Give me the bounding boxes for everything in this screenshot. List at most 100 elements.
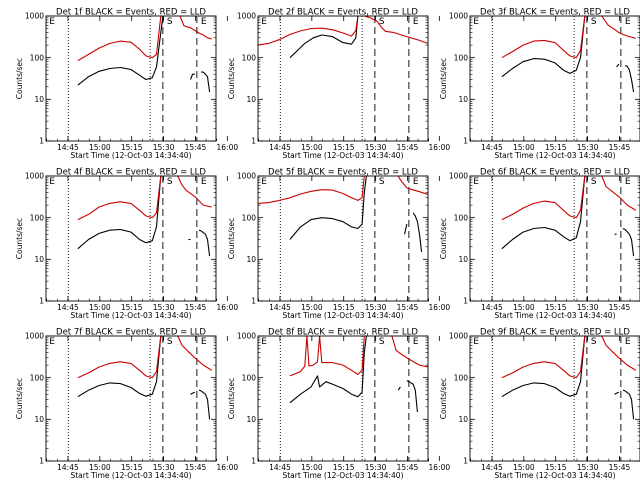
interval-marker-e: E <box>473 337 479 347</box>
lld-line <box>364 16 428 44</box>
plot-frame <box>45 335 217 462</box>
y-tick-label: 1000 <box>25 12 44 21</box>
interval-marker-s: S <box>379 337 385 347</box>
y-tick-label: 1 <box>463 137 468 146</box>
series-group <box>501 336 637 420</box>
events-line <box>404 223 408 235</box>
chart-panel-det-4f: Det 4f BLACK = Events, RED = LLD 1 10 100 10… <box>15 168 238 321</box>
y-tick-label: 100 <box>454 373 469 382</box>
panel-title: Det 3f BLACK = Events, RED = LLD <box>480 8 630 18</box>
plot-frame <box>469 15 640 142</box>
lld-line <box>501 336 586 379</box>
panel-title: Det 6f BLACK = Events, RED = LLD <box>480 168 630 178</box>
y-tick-label: 10 <box>246 415 256 424</box>
series-group <box>77 176 212 257</box>
chart-panel-det-5f: Det 5f BLACK = Events, RED = LLD 1 10 100 10… <box>227 168 450 321</box>
series-group <box>258 176 428 253</box>
interval-marker-e: E <box>261 177 267 187</box>
x-tick-label: 15:30 <box>577 143 599 152</box>
interval-marker-e: E <box>473 177 479 187</box>
chart-panel-det-6f: Det 6f BLACK = Events, RED = LLD 1 10 100 10… <box>439 168 640 320</box>
x-tick-label: 14:45 <box>481 303 503 312</box>
y-tick-label: 1000 <box>449 172 468 181</box>
plot-frame <box>257 335 429 462</box>
x-tick-label: 15:30 <box>153 303 175 312</box>
x-tick-label: 14:45 <box>481 143 503 152</box>
y-axis-label: Counts/sec <box>227 218 236 259</box>
events-line <box>501 176 586 250</box>
interval-marker-e: E <box>201 177 207 187</box>
y-tick-label: 100 <box>242 53 257 62</box>
events-line <box>397 386 401 391</box>
events-line <box>501 336 586 398</box>
interval-marker-s: S <box>591 17 597 27</box>
plot-frame <box>45 15 217 142</box>
x-tick-label: 16:00 <box>429 143 451 152</box>
x-tick-label: 14:45 <box>57 143 79 152</box>
y-tick-label: 1000 <box>237 172 256 181</box>
lld-line <box>289 336 365 377</box>
x-tick-label: 15:30 <box>153 143 175 152</box>
y-tick-label: 10 <box>246 255 256 264</box>
plot-frame <box>257 175 429 302</box>
x-tick-label: 15:15 <box>545 463 567 472</box>
y-tick-label: 10 <box>458 415 468 424</box>
x-tick-label: 15:45 <box>397 303 419 312</box>
x-axis-label: Start Time (12-Oct-03 14:34:40) <box>282 471 403 480</box>
x-tick-label: 15:00 <box>89 143 111 152</box>
plot-frame <box>469 335 640 462</box>
x-tick-label: 15:15 <box>333 143 355 152</box>
x-axis-label: Start Time (12-Oct-03 14:34:40) <box>494 151 615 160</box>
x-tick-label: 14:45 <box>269 303 291 312</box>
events-line <box>614 391 620 395</box>
events-line <box>616 63 620 68</box>
lld-line <box>601 336 637 371</box>
y-tick-label: 1 <box>251 457 256 466</box>
x-tick-label: 15:00 <box>301 463 323 472</box>
plot-frame <box>45 175 217 302</box>
lld-line <box>501 176 586 221</box>
y-tick-label: 10 <box>246 95 256 104</box>
panel-title: Det 1f BLACK = Events, RED = LLD <box>56 8 206 18</box>
y-tick-label: 1000 <box>237 12 256 21</box>
y-tick-label: 100 <box>30 213 45 222</box>
x-tick-label: 15:45 <box>609 303 631 312</box>
x-tick-label: 15:15 <box>121 303 143 312</box>
y-axis-label: Counts/sec <box>227 378 236 419</box>
lld-line <box>391 336 428 368</box>
panel-title: Det 5f BLACK = Events, RED = LLD <box>268 168 418 178</box>
events-line <box>289 336 367 404</box>
chart-panel-det-8f: Det 8f BLACK = Events, RED = LLD 1 10 100 10… <box>227 328 450 480</box>
interval-marker-s: S <box>167 177 173 187</box>
y-axis-label: Counts/sec <box>439 218 448 259</box>
x-axis-label: Start Time (12-Oct-03 14:34:40) <box>494 311 615 320</box>
y-tick-label: 1 <box>251 137 256 146</box>
events-line <box>77 16 164 86</box>
lld-line <box>177 336 213 371</box>
x-tick-label: 15:15 <box>333 303 355 312</box>
y-axis-label: Counts/sec <box>15 58 24 99</box>
y-tick-label: 1 <box>463 457 468 466</box>
series-group <box>501 16 636 93</box>
x-tick-label: 15:15 <box>121 143 143 152</box>
panel-title: Det 7f BLACK = Events, RED = LLD <box>56 328 206 338</box>
interval-marker-s: S <box>379 177 385 187</box>
panel-title: Det 9f BLACK = Events, RED = LLD <box>480 328 630 338</box>
y-tick-label: 1000 <box>25 332 44 341</box>
series-group <box>289 336 428 413</box>
x-tick-label: 15:45 <box>185 463 207 472</box>
panel-title: Det 2f BLACK = Events, RED = LLD <box>268 8 418 18</box>
x-tick-label: 16:00 <box>217 303 239 312</box>
series-group <box>77 336 213 420</box>
lld-line <box>179 16 212 40</box>
x-axis-label: Start Time (12-Oct-03 14:34:40) <box>282 311 403 320</box>
y-tick-label: 100 <box>454 213 469 222</box>
x-tick-label: 15:00 <box>513 303 535 312</box>
events-line <box>289 176 367 240</box>
plot-frame <box>469 175 640 302</box>
x-axis-label: Start Time (12-Oct-03 14:34:40) <box>70 151 191 160</box>
events-line <box>189 73 195 80</box>
x-tick-label: 15:30 <box>365 143 387 152</box>
interval-marker-s: S <box>591 177 597 187</box>
